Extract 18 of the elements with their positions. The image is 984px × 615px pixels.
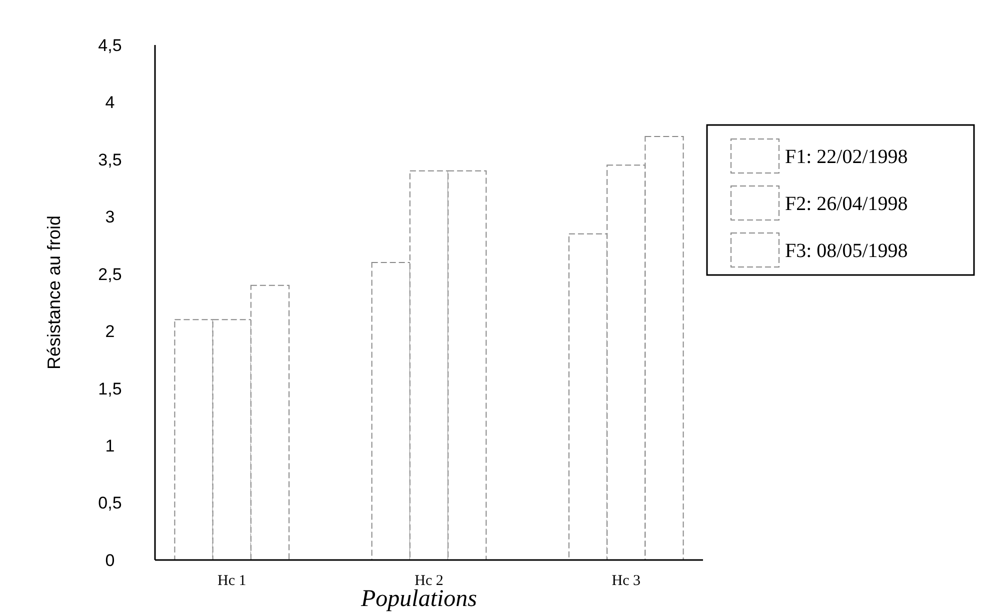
y-tick-label: 0 xyxy=(105,550,115,570)
legend-label: F1: 22/02/1998 xyxy=(785,146,908,168)
x-axis-title: Populations xyxy=(360,586,478,612)
y-tick-label: 2,5 xyxy=(98,264,122,284)
x-tick-label: Hc 3 xyxy=(612,573,640,589)
y-tick-label: 1 xyxy=(105,436,115,456)
legend-label: F3: 08/05/1998 xyxy=(785,240,908,262)
y-axis-title: Résistance au froid xyxy=(44,215,64,370)
x-tick-label: Hc 2 xyxy=(414,573,444,589)
y-tick-label: 2 xyxy=(105,322,115,342)
legend-label: F2: 26/04/1998 xyxy=(785,193,908,215)
x-tick-label: Hc 1 xyxy=(218,573,246,589)
y-tick-label: 1,5 xyxy=(98,379,122,398)
y-tick-label: 4 xyxy=(105,93,115,112)
y-tick-label: 3 xyxy=(105,208,115,227)
y-tick-label: 3,5 xyxy=(98,150,122,170)
y-tick-label: 0,5 xyxy=(98,494,122,513)
y-tick-label: 4,5 xyxy=(98,36,122,55)
